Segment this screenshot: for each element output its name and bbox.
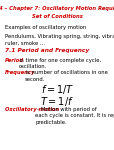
Text: is time for one complete cycle,
oscillation.: is time for one complete cycle, oscillat…	[18, 57, 101, 69]
Text: Period: Period	[5, 57, 24, 63]
Text: 7.1 Period and Frequency: 7.1 Period and Frequency	[5, 48, 88, 52]
Text: is number of oscillations in one
second.: is number of oscillations in one second.	[24, 70, 107, 82]
Text: $f=1/T$: $f=1/T$	[40, 83, 74, 96]
Text: – Motion with period of
each cycle is constant. It is repeated and
predictable.: – Motion with period of each cycle is co…	[35, 106, 114, 125]
Text: Oscillatory motion: Oscillatory motion	[5, 106, 59, 111]
Text: $T=1/f$: $T=1/f$	[40, 94, 74, 108]
Text: Set of Conditions: Set of Conditions	[32, 15, 82, 20]
Text: Frequency: Frequency	[5, 70, 35, 75]
Text: Examples of oscillatory motion: Examples of oscillatory motion	[5, 25, 86, 30]
Text: Pendulums, Vibrating spring, string, vibrating
ruler, smoke …: Pendulums, Vibrating spring, string, vib…	[5, 34, 114, 46]
Text: Unit 4 – Chapter 7: Oscillatory Motion Requires a: Unit 4 – Chapter 7: Oscillatory Motion R…	[0, 6, 114, 11]
